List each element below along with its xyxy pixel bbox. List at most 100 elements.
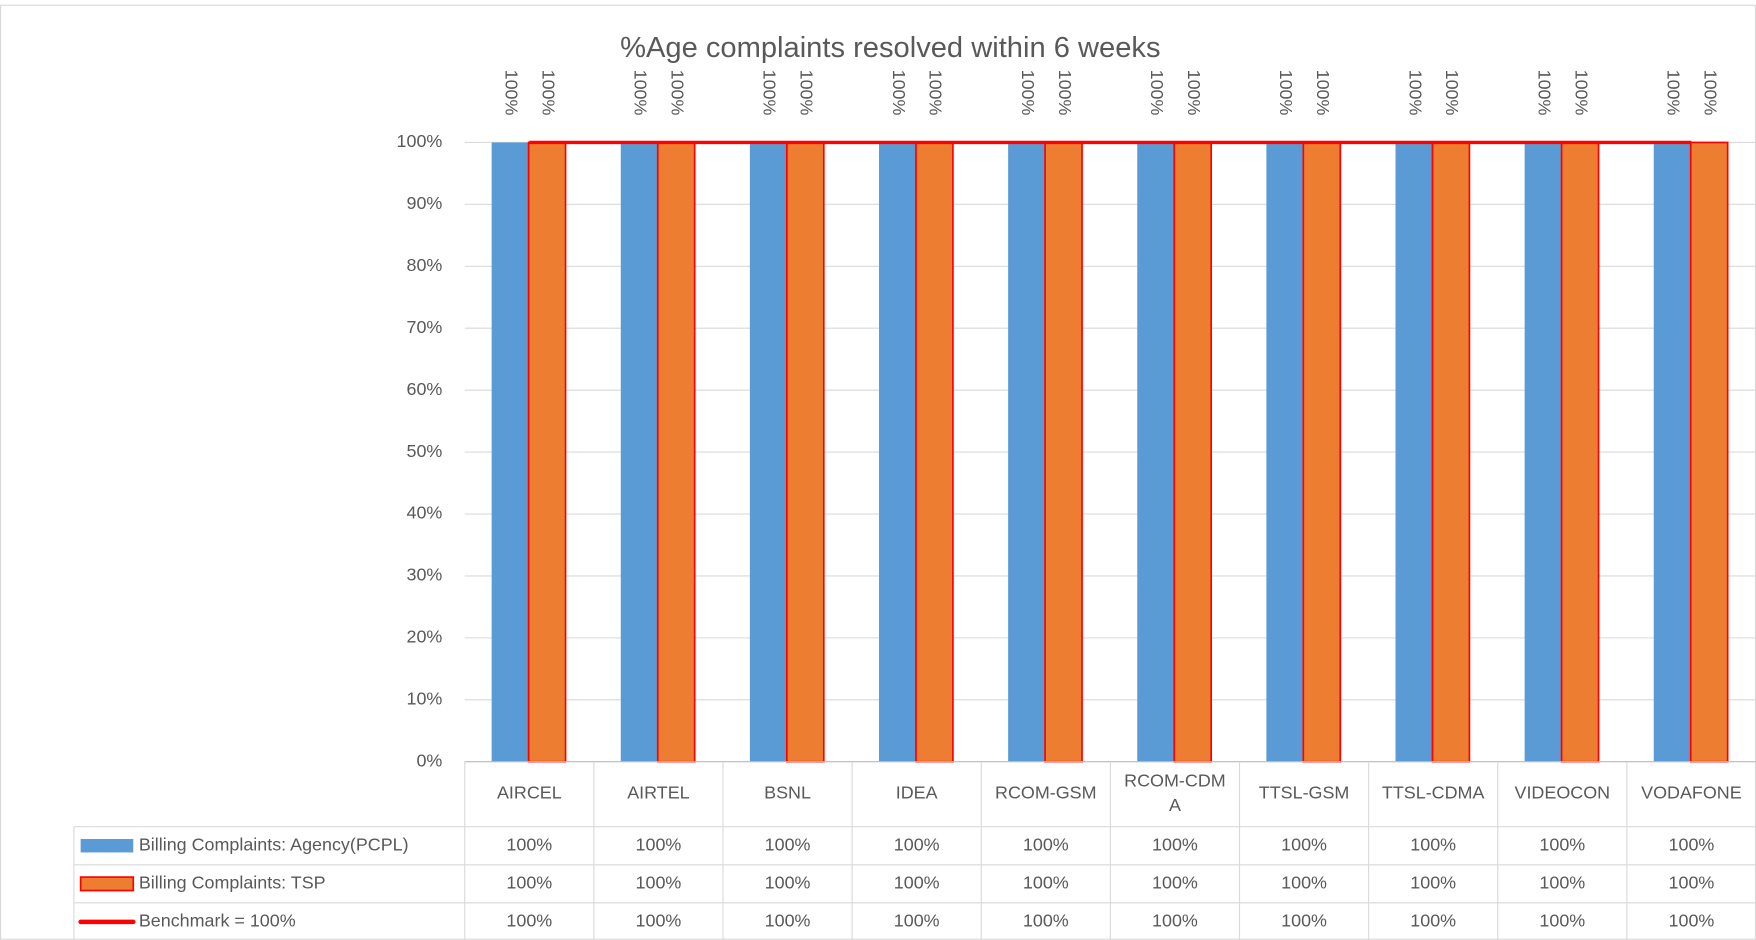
data-label: 100%: [1276, 70, 1296, 116]
chart-title: %Age complaints resolved within 6 weeks: [620, 32, 1160, 64]
table-value: 100%: [1023, 873, 1069, 893]
x-tick-label: RCOM-CDMA: [1124, 771, 1226, 816]
data-label: 100%: [1018, 70, 1038, 116]
bar: [491, 142, 529, 762]
data-label: 100%: [889, 70, 909, 116]
bar: [656, 141, 696, 763]
bar: [1560, 141, 1600, 763]
table-value: 100%: [1281, 911, 1327, 931]
table-value: 100%: [894, 873, 940, 893]
y-tick-label: 0%: [416, 750, 442, 770]
table-value: 100%: [506, 911, 552, 931]
legend-key: [80, 839, 134, 853]
table-value: 100%: [765, 834, 811, 854]
data-label: 100%: [538, 70, 558, 116]
x-tick-label: RCOM-GSM: [995, 783, 1097, 803]
category-cell: IDEA: [895, 783, 938, 803]
bar: [879, 142, 916, 762]
table-value: 100%: [636, 911, 682, 931]
category-cell: TTSL-CDMA: [1381, 783, 1485, 803]
data-label: 100%: [1663, 70, 1683, 116]
x-tick-label: BSNL: [764, 783, 811, 803]
bar: [1395, 142, 1433, 762]
category-cell: RCOM-CDMA: [1124, 771, 1226, 816]
table-value: 100%: [1152, 873, 1198, 893]
x-tick-label: VODAFONE: [1641, 783, 1742, 803]
y-tick-label: 30%: [407, 565, 443, 585]
y-tick-label: 70%: [407, 317, 443, 337]
category-cell: TTSL-GSM: [1258, 783, 1350, 803]
bar: [1689, 141, 1729, 763]
y-tick-label: 10%: [407, 689, 443, 709]
bar: [1653, 142, 1691, 762]
table-value: 100%: [894, 834, 940, 854]
table-value: 100%: [1281, 834, 1327, 854]
y-tick-label: 100%: [397, 131, 443, 151]
table-value: 100%: [1669, 873, 1715, 893]
category-cell: VIDEOCON: [1514, 783, 1611, 803]
x-tick-label: TTSL-GSM: [1258, 783, 1350, 803]
data-label: 100%: [501, 70, 521, 116]
data-label: 100%: [667, 70, 687, 116]
bar: [1008, 142, 1046, 762]
data-label: 100%: [1571, 70, 1591, 116]
bar: [1524, 142, 1562, 762]
table-value: 100%: [1023, 911, 1069, 931]
data-label: 100%: [760, 70, 780, 116]
y-tick-label: 90%: [407, 193, 443, 213]
table-value: 100%: [765, 911, 811, 931]
category-cell: AIRCEL: [497, 784, 562, 803]
x-tick-label: IDEA: [895, 783, 938, 803]
data-label: 100%: [1184, 70, 1204, 116]
table-value: 100%: [1539, 911, 1585, 931]
table-value: 100%: [894, 911, 940, 931]
data-label: 100%: [926, 70, 946, 116]
x-tick-label: TTSL-CDMA: [1381, 783, 1485, 803]
bar: [1137, 142, 1175, 762]
table-value: 100%: [1669, 911, 1715, 931]
bar: [786, 141, 825, 763]
table-value: 100%: [765, 873, 811, 893]
table-value: 100%: [1023, 834, 1069, 854]
table-value: 100%: [1410, 834, 1456, 854]
data-label: 100%: [1405, 70, 1425, 116]
data-label: 100%: [1055, 70, 1075, 116]
data-label: 100%: [1313, 70, 1333, 116]
table-value: 100%: [1152, 911, 1198, 931]
y-tick-label: 80%: [407, 255, 443, 275]
bar: [915, 141, 954, 763]
table-value: 100%: [506, 834, 552, 854]
data-label: 100%: [1700, 70, 1720, 116]
bar: [749, 142, 787, 762]
category-cell: RCOM-GSM: [995, 783, 1097, 803]
bar: [527, 141, 567, 763]
table-value: 100%: [1410, 911, 1456, 931]
data-label: 100%: [631, 70, 651, 116]
data-label: 100%: [797, 70, 817, 116]
category-cell: VODAFONE: [1641, 783, 1742, 803]
table-value: 100%: [636, 873, 682, 893]
table-value: 100%: [1669, 834, 1715, 854]
table-value: 100%: [1281, 873, 1327, 893]
table-value: 100%: [1152, 834, 1198, 854]
y-tick-label: 20%: [407, 627, 443, 647]
data-label: 100%: [1147, 70, 1167, 116]
table-value: 100%: [1539, 834, 1585, 854]
y-tick-label: 40%: [407, 503, 443, 523]
legend-label: Benchmark = 100%: [139, 911, 296, 931]
bar: [1431, 141, 1471, 763]
x-tick-label: VIDEOCON: [1514, 783, 1611, 803]
x-tick-label: AIRTEL: [627, 783, 690, 803]
data-label: 100%: [1442, 70, 1462, 116]
bar: [1044, 141, 1083, 763]
bar: [1302, 141, 1342, 763]
bar: [620, 142, 658, 762]
bar: [1266, 142, 1304, 762]
category-cell: AIRTEL: [627, 783, 690, 803]
table-value: 100%: [506, 873, 552, 893]
legend-label: Billing Complaints: Agency(PCPL): [139, 834, 409, 854]
category-cell: BSNL: [764, 783, 811, 803]
table-value: 100%: [1410, 873, 1456, 893]
